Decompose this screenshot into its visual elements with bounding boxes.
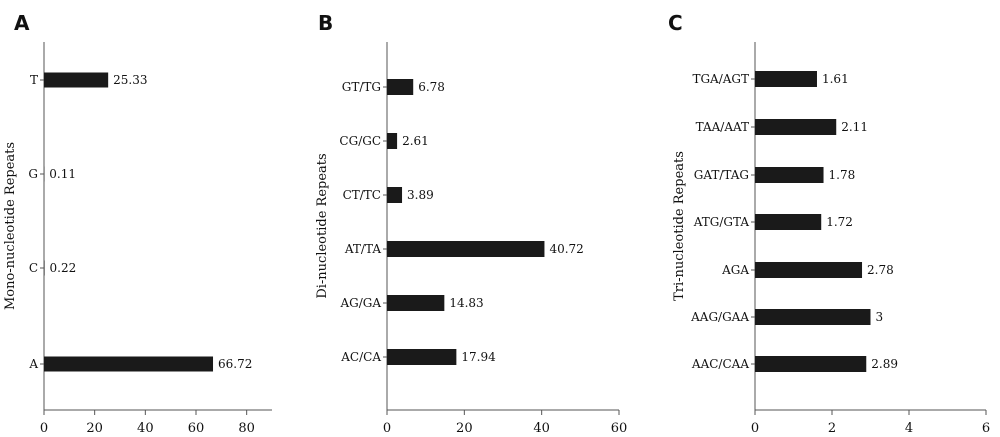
category-label: GT/TG [342, 80, 381, 94]
x-tick-label: 0 [751, 421, 759, 436]
value-label: 6.78 [418, 80, 445, 94]
bar [755, 71, 817, 87]
value-label: 3.89 [407, 188, 434, 202]
bars-group-c: 0 2 4 6 TGA/AGT 1.61 TAA/AAT 2.11 GAT/TAG 1.78 ATG… [690, 71, 990, 436]
category-label: TAA/AAT [696, 120, 749, 134]
value-label: 1.78 [829, 168, 856, 182]
category-label: ATG/GTA [693, 215, 750, 229]
bar [387, 79, 414, 95]
category-label: TGA/AGT [692, 72, 749, 86]
value-label: 2.61 [402, 134, 429, 148]
bar [387, 295, 445, 311]
value-label: 2.78 [867, 263, 894, 277]
x-tick-label: 40 [533, 421, 550, 436]
category-label: CT/TC [343, 188, 381, 202]
category-label: A [28, 357, 38, 371]
bar [755, 214, 822, 230]
x-tick-label: 80 [238, 421, 255, 436]
panel-c-tri-nucleotide-chart: C Tri-nucleotide Repeats 0 2 4 6 TGA/AGT 1.61… [668, 11, 990, 436]
category-label: AG/GA [339, 296, 381, 310]
bar [387, 241, 545, 257]
category-label: C [29, 261, 38, 275]
x-tick-label: 40 [137, 421, 154, 436]
bar [44, 72, 109, 88]
value-label: 0.22 [50, 261, 77, 275]
x-tick-label: 0 [40, 421, 48, 436]
category-label: AAG/GAA [690, 310, 749, 324]
bar [44, 356, 214, 372]
bar [44, 260, 45, 276]
category-label: AT/TA [344, 242, 381, 256]
x-tick-label: 20 [456, 421, 473, 436]
x-tick-label: 4 [905, 421, 913, 436]
value-label: 1.61 [822, 72, 849, 86]
x-tick-label: 2 [828, 421, 836, 436]
value-label: 17.94 [461, 350, 496, 364]
category-label: T [30, 73, 38, 87]
x-tick-label: 20 [86, 421, 103, 436]
bar [755, 167, 824, 183]
x-tick-label: 60 [611, 421, 628, 436]
y-axis-label-mono: Mono-nucleotide Repeats [3, 142, 18, 310]
category-label: CG/GC [339, 134, 381, 148]
panel-b-di-nucleotide-chart: B Di-nucleotide Repeats 0 20 40 60 GT/TG 6.78… [315, 11, 627, 436]
panel-label-c: C [668, 11, 683, 35]
value-label: 40.72 [549, 242, 583, 256]
bar [387, 133, 398, 149]
bar [387, 349, 457, 365]
value-label: 0.11 [49, 167, 76, 181]
category-label: GAT/TAG [694, 168, 749, 182]
bar [755, 262, 863, 278]
axes-lines-a [43, 42, 272, 411]
panel-label-b: B [318, 11, 333, 35]
bar [755, 309, 871, 325]
bars-group-a: 0 20 40 60 80 T 25.33 G 0.11 C 0.22 A 66.72 [28, 72, 255, 436]
value-label: 2.11 [841, 120, 868, 134]
bar [755, 119, 837, 135]
value-label: 3 [876, 310, 884, 324]
bar [755, 356, 867, 372]
value-label: 66.72 [218, 357, 252, 371]
value-label: 25.33 [113, 73, 147, 87]
category-label: AGA [721, 263, 749, 277]
y-axis-label-tri: Tri-nucleotide Repeats [672, 151, 687, 301]
x-tick-label: 6 [982, 421, 990, 436]
category-label: AAC/CAA [691, 357, 749, 371]
category-label: G [28, 167, 38, 181]
value-label: 1.72 [826, 215, 853, 229]
value-label: 14.83 [449, 296, 483, 310]
value-label: 2.89 [871, 357, 898, 371]
x-tick-label: 60 [188, 421, 205, 436]
panel-label-a: A [14, 11, 30, 35]
panel-a-mono-nucleotide-chart: A Mono-nucleotide Repeats 0 20 40 60 80 T 25.3… [3, 11, 272, 436]
category-label: AC/CA [340, 350, 381, 364]
bar [387, 187, 403, 203]
bars-group-b: 0 20 40 60 GT/TG 6.78 CG/GC 2.61 CT/TC 3.89 AT/TA 4… [339, 79, 627, 436]
x-tick-label: 0 [383, 421, 391, 436]
y-axis-label-di: Di-nucleotide Repeats [315, 153, 330, 298]
